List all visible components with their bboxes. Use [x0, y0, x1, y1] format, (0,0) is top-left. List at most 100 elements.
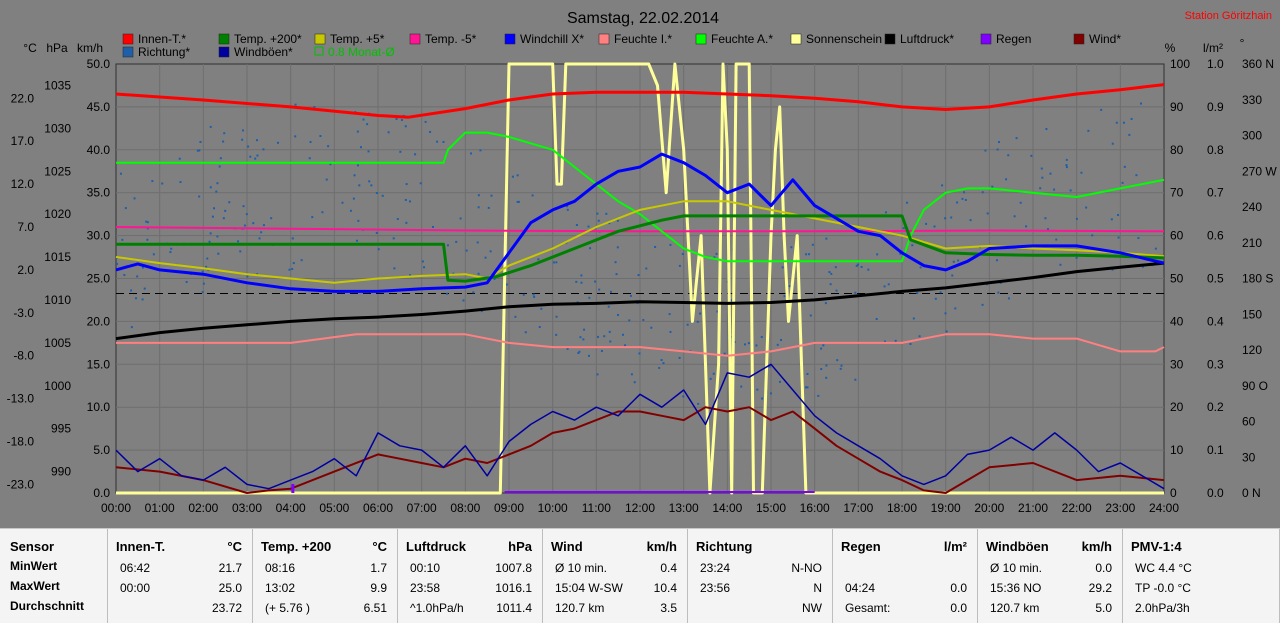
direction-point — [199, 141, 202, 144]
direction-point — [996, 148, 999, 151]
legend-label: Temp. -5* — [425, 32, 477, 46]
rain-tick: 0.5 — [1207, 272, 1224, 286]
direction-point — [258, 237, 261, 240]
kmh-tick: 10.0 — [87, 400, 111, 414]
direction-point — [135, 297, 138, 300]
direction-point — [1110, 218, 1113, 221]
direction-point — [1013, 215, 1016, 218]
direction-point — [218, 165, 221, 168]
kmh-tick: 45.0 — [87, 100, 111, 114]
direction-point — [804, 386, 807, 389]
direction-point — [1046, 228, 1049, 231]
time-tick: 16:00 — [800, 501, 830, 515]
direction-point — [276, 141, 279, 144]
legend-swatch — [122, 33, 134, 45]
direction-point — [405, 183, 408, 186]
time-tick: 15:00 — [756, 501, 786, 515]
legend-label: Sonnenschein — [806, 32, 882, 46]
stats-cell: NW — [802, 601, 822, 615]
direction-point — [1053, 188, 1056, 191]
pct-tick: 90 — [1170, 100, 1184, 114]
station-name: Station Göritzhain — [1185, 10, 1272, 22]
direction-point — [455, 240, 458, 243]
direction-point — [368, 180, 371, 183]
direction-point — [808, 253, 811, 256]
series-feuchte-a — [116, 131, 1165, 263]
time-tick: 18:00 — [887, 501, 917, 515]
direction-point — [136, 275, 139, 278]
direction-point — [603, 335, 606, 338]
direction-point — [375, 192, 378, 195]
stats-cell: Ø 10 min. — [555, 561, 608, 575]
direction-point — [256, 154, 259, 157]
pct-tick: 10 — [1170, 443, 1184, 457]
direction-point — [358, 184, 361, 187]
direction-point — [650, 326, 653, 329]
direction-point — [867, 268, 870, 271]
direction-point — [884, 211, 887, 214]
time-tick: 06:00 — [363, 501, 393, 515]
direction-point — [575, 280, 578, 283]
direction-point — [624, 344, 627, 347]
direction-point — [1075, 217, 1078, 220]
direction-point — [820, 368, 823, 371]
direction-point — [669, 330, 672, 333]
direction-point — [681, 252, 684, 255]
rain-tick: 0.7 — [1207, 186, 1224, 200]
direction-point — [393, 267, 396, 270]
direction-point — [597, 335, 600, 338]
temp-tick: 17.0 — [11, 134, 35, 148]
direction-point — [1115, 121, 1118, 124]
direction-point — [957, 259, 960, 262]
direction-point — [628, 319, 631, 322]
direction-point — [713, 256, 716, 259]
legend-swatch — [980, 33, 992, 45]
kmh-tick: 25.0 — [87, 272, 111, 286]
direction-point — [596, 373, 599, 376]
series-feuchte-i — [116, 333, 1165, 357]
stats-cell: 23:24 — [700, 561, 731, 575]
stats-cell: 2.0hPa/3h — [1135, 601, 1190, 615]
direction-point — [776, 343, 779, 346]
stats-cell: 23.72 — [211, 601, 242, 615]
unit-percent: % — [1165, 41, 1176, 55]
time-tick: 07:00 — [407, 501, 437, 515]
direction-point — [392, 237, 395, 240]
direction-point — [906, 201, 909, 204]
kmh-tick: 15.0 — [87, 357, 111, 371]
time-tick: 05:00 — [319, 501, 349, 515]
direction-point — [533, 295, 536, 298]
stats-cell: 9.9 — [370, 581, 387, 595]
direction-point — [781, 266, 784, 269]
series-windchill-x — [115, 152, 1165, 293]
direction-point — [256, 139, 259, 142]
hpa-tick: 1030 — [44, 121, 71, 135]
direction-point — [442, 140, 445, 143]
stats-cell: Regen — [841, 539, 881, 554]
stats-cell: Temp. +200 — [261, 539, 332, 554]
direction-point — [362, 118, 365, 121]
time-axis-ticks: 00:00 01:00 02:00 03:00 04:00 05:00 06:00 07:00… — [101, 501, 1179, 515]
direction-point — [609, 340, 612, 343]
direction-point — [963, 191, 966, 194]
direction-point — [292, 262, 295, 265]
direction-point — [349, 209, 352, 212]
hpa-tick: 1035 — [44, 78, 71, 92]
direction-point — [325, 178, 328, 181]
temp-tick: -8.0 — [13, 349, 34, 363]
direction-point — [555, 261, 558, 264]
stats-cell: °C — [372, 539, 387, 554]
direction-point — [477, 206, 480, 209]
direction-point — [517, 200, 520, 203]
direction-point — [855, 264, 858, 267]
direction-point — [161, 182, 164, 185]
unit-hpa: hPa — [46, 41, 68, 55]
direction-point — [487, 206, 490, 209]
temp-tick: -23.0 — [7, 477, 35, 491]
kmh-tick: 40.0 — [87, 143, 111, 157]
legend-swatch — [218, 46, 230, 58]
deg-tick: 90 O — [1242, 379, 1268, 393]
stats-cell: °C — [227, 539, 242, 554]
direction-point — [242, 205, 245, 208]
direction-point — [600, 349, 603, 352]
